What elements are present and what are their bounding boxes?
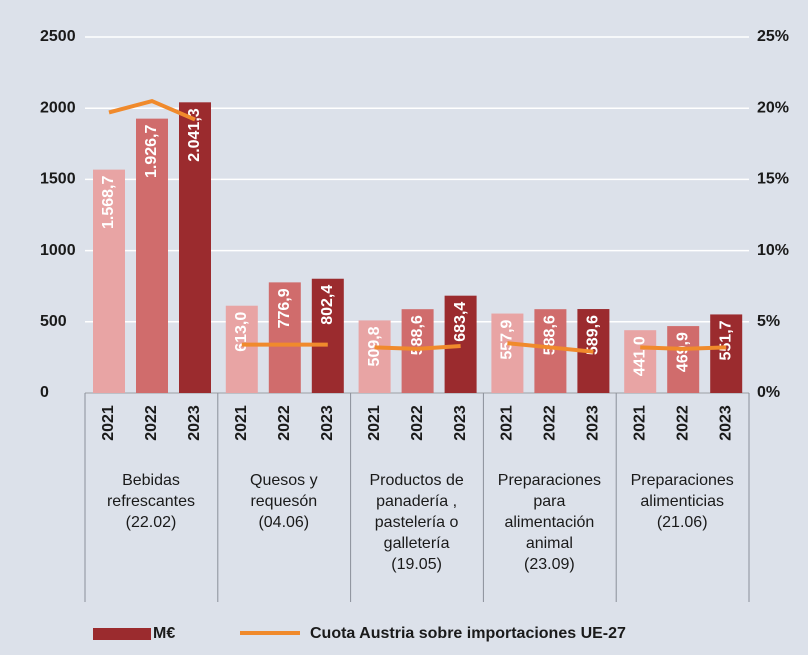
- category-label: Preparaciones para alimentación animal (…: [497, 472, 601, 573]
- y-tick-label: 2500: [40, 28, 76, 45]
- x-subtick-label: 2022: [409, 405, 426, 441]
- category-label: Quesos y requesón (04.06): [250, 472, 318, 531]
- value-label: 776,9: [276, 288, 293, 328]
- bar: [358, 320, 391, 393]
- y2-tick-label: 20%: [757, 99, 789, 116]
- y-tick-label: 500: [40, 313, 67, 330]
- value-label: 469,9: [674, 332, 691, 372]
- bar: [179, 102, 211, 393]
- line-series: [108, 98, 196, 122]
- value-label: 509,8: [366, 326, 383, 366]
- line-series: [640, 345, 727, 351]
- value-label: 441,0: [631, 336, 648, 376]
- value-label: 589,6: [585, 315, 602, 355]
- x-subtick-label: 2021: [100, 405, 117, 441]
- value-label: 613,0: [233, 312, 250, 352]
- y2-tick-label: 5%: [757, 313, 780, 330]
- legend-label: Cuota Austria sobre importaciones UE-27: [310, 625, 626, 642]
- bar: [624, 330, 657, 393]
- bar: [225, 305, 258, 393]
- x-subtick-label: 2023: [585, 405, 602, 441]
- y2-tick-label: 15%: [757, 171, 789, 188]
- y2-tick-label: 0%: [757, 384, 780, 401]
- x-subtick-label: 2022: [674, 405, 691, 441]
- y-tick-label: 0: [40, 384, 49, 401]
- bar: [311, 278, 344, 393]
- y2-tick-label: 10%: [757, 242, 789, 259]
- x-subtick-label: 2022: [542, 405, 559, 441]
- line-series: [374, 344, 461, 351]
- y2-tick-label: 25%: [757, 28, 789, 45]
- line-series: [507, 341, 594, 354]
- x-subtick-label: 2023: [319, 405, 336, 441]
- value-label: 683,4: [452, 302, 469, 342]
- bar: [491, 313, 524, 393]
- bar: [93, 169, 125, 393]
- category-label: Bebidas refrescantes (22.02): [106, 472, 196, 531]
- bar: [268, 282, 301, 393]
- category-label: Preparaciones alimenticias (21.06): [630, 472, 734, 531]
- x-subtick-label: 2023: [186, 405, 203, 441]
- legend-swatch: [93, 628, 151, 640]
- bar: [710, 314, 743, 393]
- legend-label: M€: [153, 625, 175, 642]
- x-subtick-label: 2022: [276, 405, 293, 441]
- bar: [667, 326, 700, 393]
- value-label: 2.041,3: [186, 108, 203, 161]
- x-subtick-label: 2023: [717, 405, 734, 441]
- value-label: 588,6: [409, 315, 426, 355]
- y-tick-label: 2000: [40, 99, 76, 116]
- value-label: 802,4: [319, 285, 336, 325]
- bar: [534, 309, 567, 393]
- value-label: 1.926,7: [143, 125, 160, 178]
- x-subtick-label: 2023: [452, 405, 469, 441]
- value-label: 557,9: [499, 319, 516, 359]
- x-subtick-label: 2021: [366, 405, 383, 441]
- x-subtick-label: 2022: [143, 405, 160, 441]
- y-tick-label: 1500: [40, 171, 76, 188]
- value-label: 551,7: [717, 320, 734, 360]
- value-label: 1.568,7: [100, 176, 117, 229]
- x-subtick-label: 2021: [233, 405, 250, 441]
- bar: [136, 118, 168, 394]
- bar: [444, 295, 477, 393]
- y-tick-label: 1000: [40, 242, 76, 259]
- x-subtick-label: 2021: [499, 405, 516, 441]
- bar: [401, 309, 434, 393]
- x-subtick-label: 2021: [631, 405, 648, 441]
- category-label: Productos de panadería , pastelería o ga…: [369, 472, 464, 573]
